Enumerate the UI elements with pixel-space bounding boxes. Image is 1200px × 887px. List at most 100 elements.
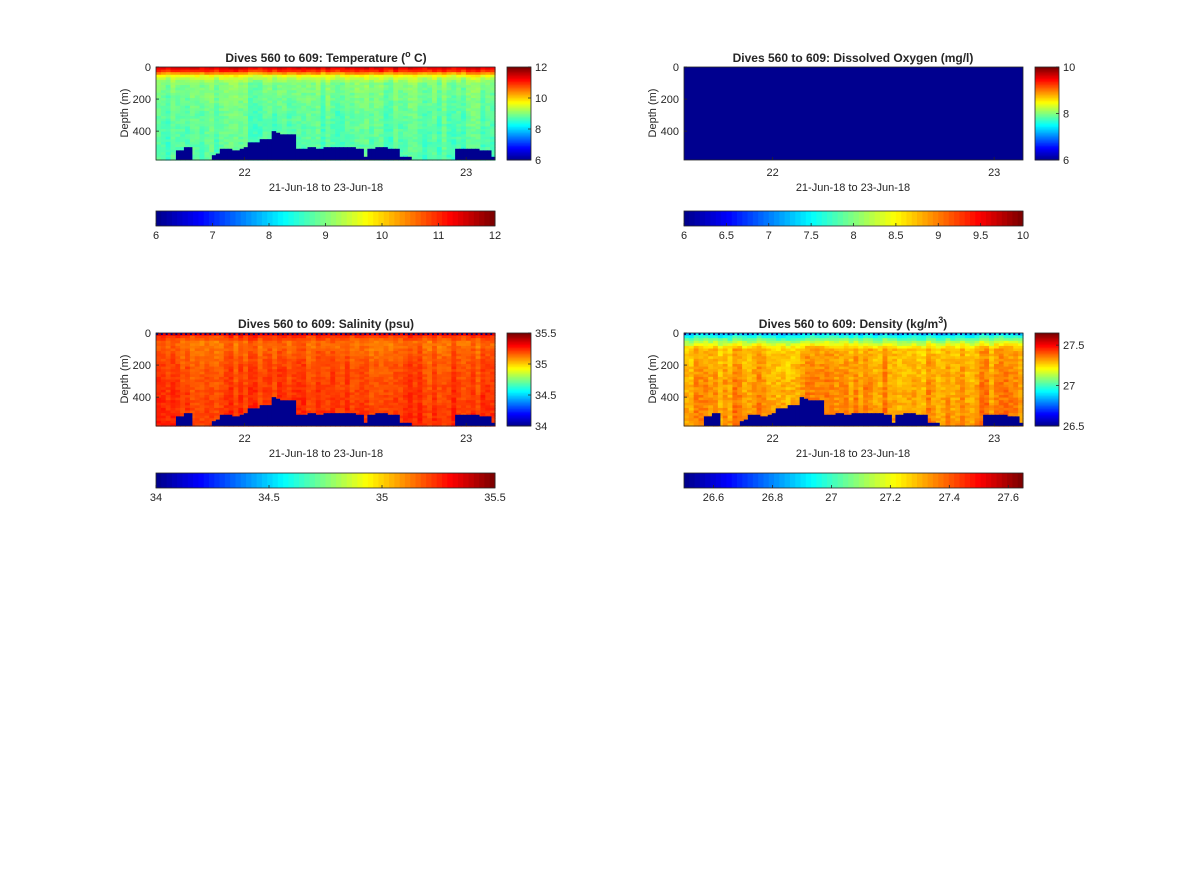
- heatmap-cell: [441, 100, 448, 104]
- heatmap-cell: [480, 126, 486, 130]
- heatmap-cell: [422, 90, 428, 94]
- heatmap-cell: [189, 69, 196, 73]
- heatmap-cell: [156, 110, 162, 115]
- heatmap-cell: [480, 85, 486, 89]
- heatmap-cell: [417, 371, 423, 375]
- heatmap-cell: [204, 118, 210, 122]
- heatmap-cell: [277, 395, 283, 399]
- heatmap-cell: [156, 154, 162, 159]
- heatmap-cell: [456, 147, 462, 151]
- heatmap-cell: [194, 405, 201, 409]
- heatmap-cell: [252, 400, 259, 404]
- heatmap-cell: [325, 384, 331, 388]
- heatmap-cell: [291, 72, 298, 76]
- heatmap-cell: [170, 376, 176, 381]
- heatmap-cell: [388, 366, 394, 370]
- heatmap-cell: [194, 400, 201, 404]
- heatmap-cell: [354, 369, 360, 373]
- heatmap-cell: [470, 85, 477, 89]
- heatmap-cell: [281, 361, 288, 365]
- heatmap-cell: [301, 366, 307, 370]
- heatmap-cell: [194, 141, 201, 146]
- heatmap-cell: [465, 118, 472, 122]
- heatmap-cell: [412, 113, 419, 117]
- heatmap-cell: [156, 67, 162, 71]
- heatmap-cell: [257, 369, 264, 373]
- heatmap-cell: [480, 131, 486, 135]
- heatmap-cell: [281, 338, 288, 342]
- heatmap-cell: [160, 157, 167, 161]
- colorbar-swatch: [507, 74, 531, 77]
- heatmap-cell: [378, 364, 385, 368]
- heatmap-cell: [490, 100, 496, 104]
- heatmap-cell: [209, 69, 215, 73]
- heatmap-cell: [446, 90, 453, 94]
- heatmap-cell: [267, 358, 273, 363]
- heatmap-cell: [446, 129, 453, 133]
- heatmap-cell: [412, 348, 419, 352]
- heatmap-cell: [461, 134, 467, 138]
- heatmap-cell: [170, 364, 176, 368]
- heatmap-cell: [485, 87, 491, 91]
- heatmap-cell: [344, 343, 351, 347]
- heatmap-cell: [446, 123, 453, 128]
- heatmap-cell: [243, 351, 249, 355]
- heatmap-cell: [465, 72, 472, 76]
- heatmap-cell: [364, 413, 370, 417]
- heatmap-cell: [286, 123, 293, 128]
- bathymetry-mask: [303, 148, 309, 160]
- heatmap-cell: [277, 90, 283, 94]
- heatmap-cell: [325, 387, 331, 391]
- heatmap-cell: [393, 361, 399, 365]
- heatmap-cell: [218, 397, 225, 401]
- heatmap-cell: [393, 345, 399, 350]
- heatmap-cell: [485, 134, 491, 138]
- heatmap-cell: [490, 85, 496, 89]
- heatmap-cell: [354, 400, 360, 404]
- heatmap-cell: [446, 92, 453, 97]
- heatmap-cell: [189, 136, 196, 140]
- heatmap-cell: [214, 402, 220, 406]
- heatmap-cell: [277, 335, 283, 339]
- heatmap-cell: [446, 134, 453, 138]
- heatmap-cell: [465, 129, 472, 133]
- heatmap-cell: [344, 345, 351, 350]
- heatmap-cell: [281, 67, 288, 71]
- heatmap-cell: [417, 338, 423, 342]
- bathymetry-mask: [339, 147, 344, 160]
- heatmap-cell: [325, 92, 331, 97]
- heatmap-cell: [189, 131, 196, 135]
- heatmap-cell: [233, 98, 239, 102]
- heatmap-cell: [402, 400, 409, 404]
- heatmap-cell: [383, 110, 390, 115]
- heatmap-cell: [296, 384, 302, 388]
- heatmap-cell: [422, 72, 428, 76]
- heatmap-cell: [359, 72, 365, 76]
- heatmap-cell: [383, 113, 390, 117]
- heatmap-cell: [461, 98, 467, 102]
- heatmap-cell: [427, 139, 433, 143]
- heatmap-cell: [320, 400, 327, 404]
- heatmap-cell: [344, 374, 351, 378]
- heatmap-cell: [214, 105, 220, 109]
- heatmap-cell: [306, 141, 312, 146]
- heatmap-cell: [175, 116, 181, 120]
- heatmap-cell: [223, 72, 230, 76]
- heatmap-cell: [422, 126, 428, 130]
- heatmap-cell: [354, 74, 360, 78]
- heatmap-cell: [354, 358, 360, 363]
- heatmap-cell: [199, 139, 206, 143]
- heatmap-cell: [369, 402, 375, 406]
- heatmap-cell: [228, 103, 235, 107]
- heatmap-cell: [214, 374, 220, 378]
- heatmap-cell: [209, 382, 215, 386]
- heatmap-cell: [364, 131, 370, 135]
- heatmap-cell: [407, 100, 414, 104]
- heatmap-cell: [427, 149, 433, 153]
- heatmap-cell: [223, 338, 230, 342]
- heatmap-cell: [252, 85, 259, 89]
- heatmap-cell: [407, 116, 414, 120]
- heatmap-cell: [383, 384, 390, 388]
- heatmap-cell: [248, 105, 254, 109]
- heatmap-cell: [257, 129, 264, 133]
